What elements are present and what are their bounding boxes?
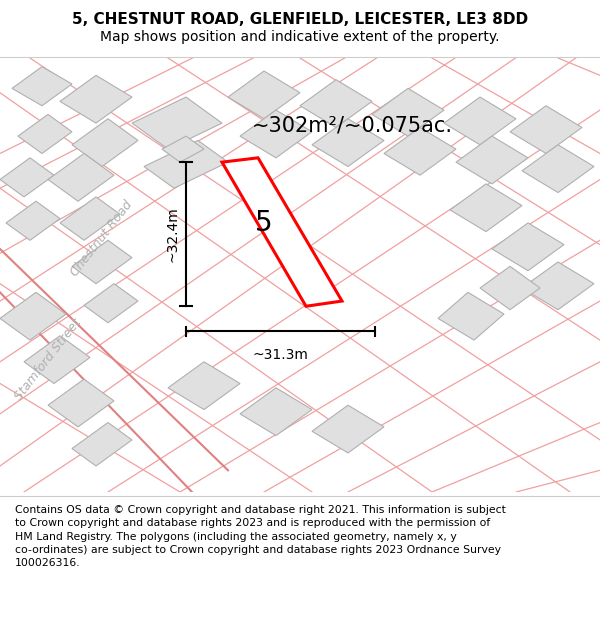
Polygon shape: [438, 292, 504, 340]
Polygon shape: [240, 388, 312, 436]
Polygon shape: [384, 127, 456, 175]
Polygon shape: [372, 88, 444, 136]
Text: Contains OS data © Crown copyright and database right 2021. This information is : Contains OS data © Crown copyright and d…: [15, 505, 506, 568]
Polygon shape: [522, 145, 594, 192]
Polygon shape: [480, 266, 540, 310]
Polygon shape: [240, 110, 312, 158]
Polygon shape: [0, 292, 66, 340]
Text: Stamford Street: Stamford Street: [12, 316, 84, 403]
Text: 5: 5: [255, 209, 273, 237]
Polygon shape: [48, 379, 114, 427]
Polygon shape: [168, 362, 240, 409]
Polygon shape: [222, 158, 342, 306]
Polygon shape: [444, 97, 516, 145]
Polygon shape: [12, 67, 72, 106]
Polygon shape: [132, 97, 222, 149]
Polygon shape: [300, 80, 372, 128]
Polygon shape: [228, 71, 300, 119]
Polygon shape: [84, 284, 138, 322]
Polygon shape: [60, 76, 132, 123]
Polygon shape: [72, 422, 132, 466]
Text: ~31.3m: ~31.3m: [253, 348, 308, 362]
Text: Map shows position and indicative extent of the property.: Map shows position and indicative extent…: [100, 29, 500, 44]
Polygon shape: [72, 240, 132, 284]
Polygon shape: [450, 184, 522, 232]
Polygon shape: [312, 119, 384, 166]
Polygon shape: [24, 336, 90, 384]
Text: ~302m²/~0.075ac.: ~302m²/~0.075ac.: [252, 115, 453, 135]
Polygon shape: [60, 197, 120, 240]
Polygon shape: [522, 262, 594, 310]
Polygon shape: [6, 201, 60, 240]
Polygon shape: [18, 114, 72, 154]
Polygon shape: [492, 223, 564, 271]
Polygon shape: [162, 136, 204, 162]
Text: ~32.4m: ~32.4m: [166, 206, 180, 262]
Text: Chestnut Road: Chestnut Road: [68, 198, 136, 278]
Polygon shape: [144, 141, 228, 188]
Text: 5, CHESTNUT ROAD, GLENFIELD, LEICESTER, LE3 8DD: 5, CHESTNUT ROAD, GLENFIELD, LEICESTER, …: [72, 12, 528, 27]
Polygon shape: [72, 119, 138, 166]
Polygon shape: [0, 158, 54, 197]
Polygon shape: [48, 154, 114, 201]
Polygon shape: [312, 405, 384, 453]
Polygon shape: [510, 106, 582, 154]
Polygon shape: [456, 136, 528, 184]
